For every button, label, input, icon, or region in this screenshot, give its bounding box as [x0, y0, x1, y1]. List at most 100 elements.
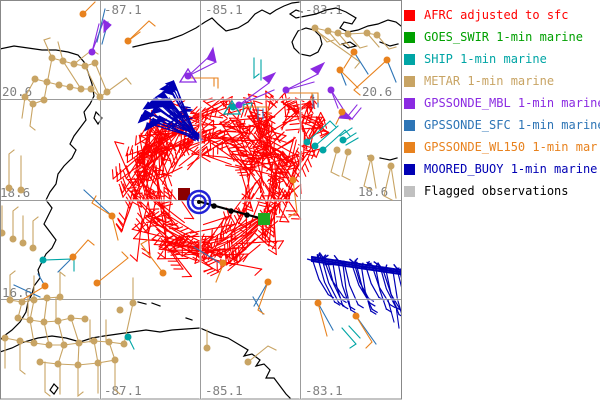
metar-observation-dot: [334, 29, 342, 37]
metar-observation-dot: [43, 78, 51, 86]
metar-observation-dot: [1, 334, 9, 342]
metar-observation-dot: [36, 358, 44, 366]
metar-observation-dot: [6, 296, 14, 304]
legend-label: GPSSONDE_SFC 1-min marine: [424, 118, 600, 132]
metar-observation-dot: [40, 318, 48, 326]
metar-observation-dot: [54, 360, 62, 368]
axis-label: 20.6: [362, 84, 392, 99]
wl150-observation-dot: [93, 279, 101, 287]
ship-observation-dot: [124, 333, 132, 341]
metar-observation-dot: [333, 146, 341, 154]
legend-label: AFRC adjusted to sfc: [424, 8, 569, 22]
legend-item-7: GPSSONDE_WL150 1-min mar: [404, 136, 600, 158]
legend-swatch-icon: [404, 163, 415, 175]
metar-observation-dot: [344, 148, 352, 156]
legend-label: Flagged observations: [424, 184, 569, 198]
mbl-observation-dot: [88, 48, 96, 56]
metar-observation-dot: [373, 31, 381, 39]
legend-swatch-icon: [404, 53, 415, 65]
metar-observation-dot: [129, 299, 137, 307]
metar-observation-dot: [105, 338, 113, 346]
wl150-observation-dot: [69, 253, 77, 261]
wl150-observation-dot: [336, 66, 344, 74]
legend-label: GPSSONDE_WL150 1-min mar: [424, 140, 598, 154]
wl150-observation-dot: [338, 108, 346, 116]
metar-observation-dot: [48, 54, 56, 62]
metar-observation-dot: [26, 316, 34, 324]
metar-observation-dot: [111, 356, 119, 364]
legend-item-1: AFRC adjusted to sfc: [404, 4, 600, 26]
ship-observation-dot: [311, 142, 319, 150]
metar-observation-dot: [56, 293, 64, 301]
wl150-observation-dot: [124, 37, 132, 45]
metar-observation-dot: [16, 337, 24, 345]
legend-item-8: MOORED_BUOY 1-min marine: [404, 158, 600, 180]
metar-observation-dot: [59, 57, 67, 65]
map-canvas[interactable]: -87.1 -85.1 -83.1-87.1 -85.1 -83.120.618.616…: [0, 0, 402, 400]
metar-observation-dot: [31, 75, 39, 83]
metar-observation-dot: [367, 154, 375, 162]
wl150-observation-dot: [219, 259, 227, 267]
legend-item-3: SHIP 1-min marine: [404, 48, 600, 70]
metar-observation-dot: [116, 306, 124, 314]
metar-observation-dot: [74, 361, 82, 369]
metar-observation-dot: [43, 294, 51, 302]
metar-observation-dot: [324, 27, 332, 35]
mbl-observation-dot: [235, 101, 243, 109]
metar-observation-dot: [120, 340, 128, 348]
wl150-observation-dot: [350, 48, 358, 56]
legend: AFRC adjusted to sfc GOES_SWIR 1-min mari…: [404, 4, 600, 202]
metar-observation-dot: [81, 62, 89, 70]
metar-observation-dot: [94, 359, 102, 367]
ship-observation-dot: [39, 256, 47, 264]
ship-observation-dot: [229, 103, 237, 111]
ship-observation-dot: [303, 138, 311, 146]
wl150-observation-dot: [289, 176, 297, 184]
ship-observation-dot: [339, 136, 347, 144]
goes-target-square: [258, 213, 270, 225]
wl150-observation-dot: [159, 269, 167, 277]
storm-markers: [178, 188, 270, 225]
legend-swatch-icon: [404, 141, 415, 153]
metar-observation-dot: [17, 186, 25, 194]
metar-observation-dot: [19, 239, 27, 247]
wl150-observation-dot: [108, 212, 116, 220]
metar-observation-dot: [81, 315, 89, 323]
metar-observation-dot: [70, 60, 78, 68]
metar-observation-dot: [96, 93, 104, 101]
legend-item-5: GPSSONDE_MBL 1-min marine: [404, 92, 600, 114]
metar-observation-dot: [5, 184, 13, 192]
metar-observation-dot: [40, 96, 48, 104]
axis-label: -83.1: [305, 383, 343, 398]
axis-label: 18.6: [0, 185, 30, 200]
axis-label: -85.1: [205, 383, 243, 398]
legend-swatch-icon: [404, 9, 415, 21]
metar-observation-dot: [311, 24, 319, 32]
metar-observation-dot: [54, 317, 62, 325]
metar-observation-dot: [75, 339, 83, 347]
metar-observation-dot: [45, 341, 53, 349]
metar-observation-dot: [30, 339, 38, 347]
metar-observation-dot: [244, 358, 252, 366]
legend-item-6: GPSSONDE_SFC 1-min marine: [404, 114, 600, 136]
axis-label: -83.1: [305, 2, 343, 17]
legend-swatch-icon: [404, 119, 415, 131]
metar-observation-dot: [21, 93, 29, 101]
wl150-observation-dot: [264, 278, 272, 286]
metar-observation-dot: [90, 337, 98, 345]
metar-observation-dot: [203, 344, 211, 352]
wl150-observation-dot: [41, 282, 49, 290]
axis-label: 18.6: [358, 184, 388, 199]
metar-observation-dot: [387, 162, 395, 170]
axis-label: -87.1: [104, 383, 142, 398]
metar-observation-dot: [29, 244, 37, 252]
wl150-observation-dot: [79, 10, 87, 18]
axis-label: -87.1: [104, 2, 142, 17]
storm-center-outer-circle: [186, 189, 212, 215]
metar-observation-dot: [55, 81, 63, 89]
mbl-observation-dot: [184, 72, 192, 80]
metar-observation-dot: [103, 88, 111, 96]
legend-label: GOES_SWIR 1-min marine: [424, 30, 583, 44]
legend-label: METAR 1-min marine: [424, 74, 555, 88]
